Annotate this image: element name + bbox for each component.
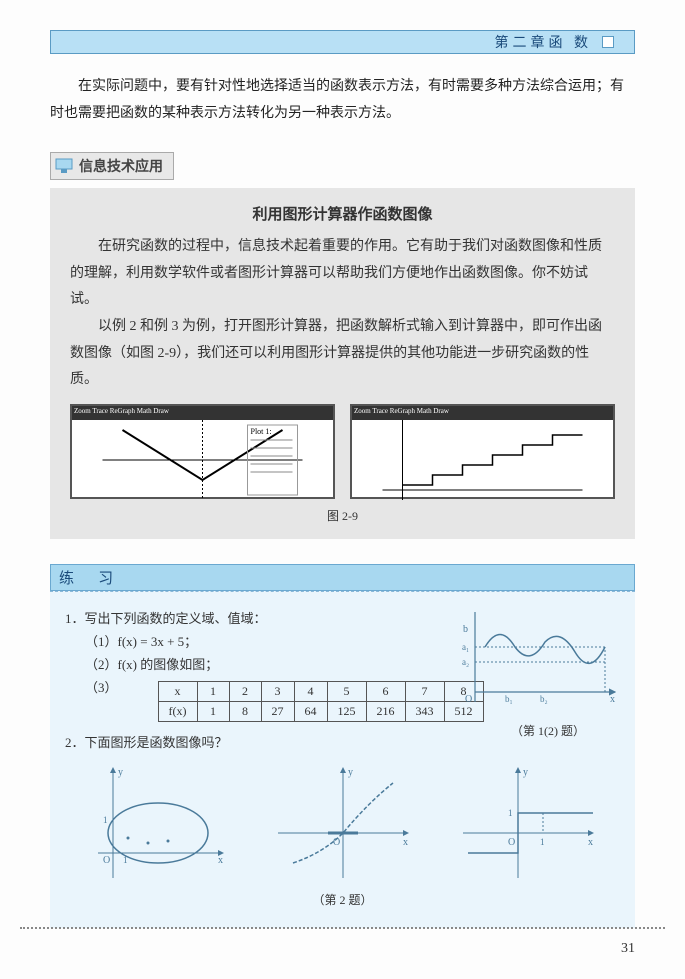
- svg-text:O: O: [333, 837, 340, 848]
- chapter-header: 第二章 函 数: [50, 30, 635, 54]
- svg-text:y: y: [523, 767, 528, 778]
- figure-caption: 图 2-9: [70, 507, 615, 524]
- table-row: f(x) 1 8 27 64 125 216 343 512: [158, 701, 483, 721]
- graph-1: O 1 x y 1: [88, 763, 228, 908]
- exercise-header: 练 习: [50, 564, 635, 591]
- header-box-icon: [602, 36, 614, 48]
- svg-text:O: O: [103, 855, 110, 866]
- svg-text:y: y: [348, 767, 353, 778]
- exercise-box: b a₁ a₂ O b₁ b₂ x （第 1(2) 题） 1．写出下列函数的定义…: [50, 591, 635, 928]
- svg-text:x: x: [403, 837, 408, 848]
- calc-menu-1: Zoom Trace ReGraph Math Draw: [72, 406, 333, 420]
- monitor-icon: [55, 158, 73, 174]
- intro-paragraph: 在实际问题中，要有针对性地选择适当的函数表示方法，有时需要多种方法综合运用；有时…: [50, 74, 635, 127]
- svg-text:a₂: a₂: [462, 657, 469, 667]
- data-table: x 1 2 3 4 5 6 7 8 f(x) 1 8 27 64 125: [158, 681, 484, 722]
- svg-text:1: 1: [123, 855, 128, 865]
- svg-text:1: 1: [103, 815, 108, 825]
- tech-box: 利用图形计算器作函数图像 在研究函数的过程中，信息技术起着重要的作用。它有助于我…: [50, 188, 635, 539]
- plot-label: Plot 1:: [251, 427, 272, 436]
- svg-text:b₁: b₁: [505, 694, 513, 704]
- svg-text:x: x: [588, 837, 593, 848]
- svg-text:1: 1: [508, 808, 513, 818]
- chapter-title: 函 数: [549, 32, 593, 52]
- calc-menu-2: Zoom Trace ReGraph Math Draw: [352, 406, 613, 420]
- calculator-screen-1: Zoom Trace ReGraph Math Draw Plot 1:: [70, 404, 335, 499]
- tech-p2: 以例 2 和例 3 为例，打开图形计算器，把函数解析式输入到计算器中，即可作出函…: [70, 314, 615, 394]
- graph-2: O x y （第 2 题）: [273, 763, 413, 908]
- tech-tag: 信息技术应用: [50, 152, 174, 180]
- svg-text:a₁: a₁: [462, 642, 469, 652]
- graph-3: O 1 1 x y: [458, 763, 598, 908]
- svg-text:O: O: [508, 837, 515, 848]
- calculator-row: Zoom Trace ReGraph Math Draw Plot 1: Zoo…: [70, 404, 615, 499]
- bottom-caption: （第 2 题）: [273, 891, 413, 908]
- calculator-screen-2: Zoom Trace ReGraph Math Draw: [350, 404, 615, 499]
- page-number: 31: [621, 941, 635, 957]
- graphs-row: O 1 x y 1 O x y （第 2 题）: [65, 763, 620, 908]
- svg-text:x: x: [610, 694, 615, 705]
- tech-tag-label: 信息技术应用: [79, 156, 163, 176]
- exercise-graph-right: b a₁ a₂ O b₁ b₂ x: [460, 607, 620, 717]
- svg-text:O: O: [465, 694, 472, 705]
- svg-text:1: 1: [540, 837, 545, 847]
- chapter-label: 第二章: [495, 32, 549, 52]
- footer-dots: [20, 927, 665, 929]
- tech-p1: 在研究函数的过程中，信息技术起着重要的作用。它有助于我们对函数图像和性质的理解，…: [70, 234, 615, 314]
- svg-text:y: y: [118, 767, 123, 778]
- right-graph-caption: （第 1(2) 题）: [511, 722, 585, 739]
- svg-text:x: x: [218, 855, 223, 866]
- tech-title: 利用图形计算器作函数图像: [70, 203, 615, 224]
- svg-text:b: b: [463, 624, 468, 635]
- svg-text:b₂: b₂: [540, 694, 548, 704]
- q1-3: （3）: [85, 677, 118, 696]
- table-row: x 1 2 3 4 5 6 7 8: [158, 681, 483, 701]
